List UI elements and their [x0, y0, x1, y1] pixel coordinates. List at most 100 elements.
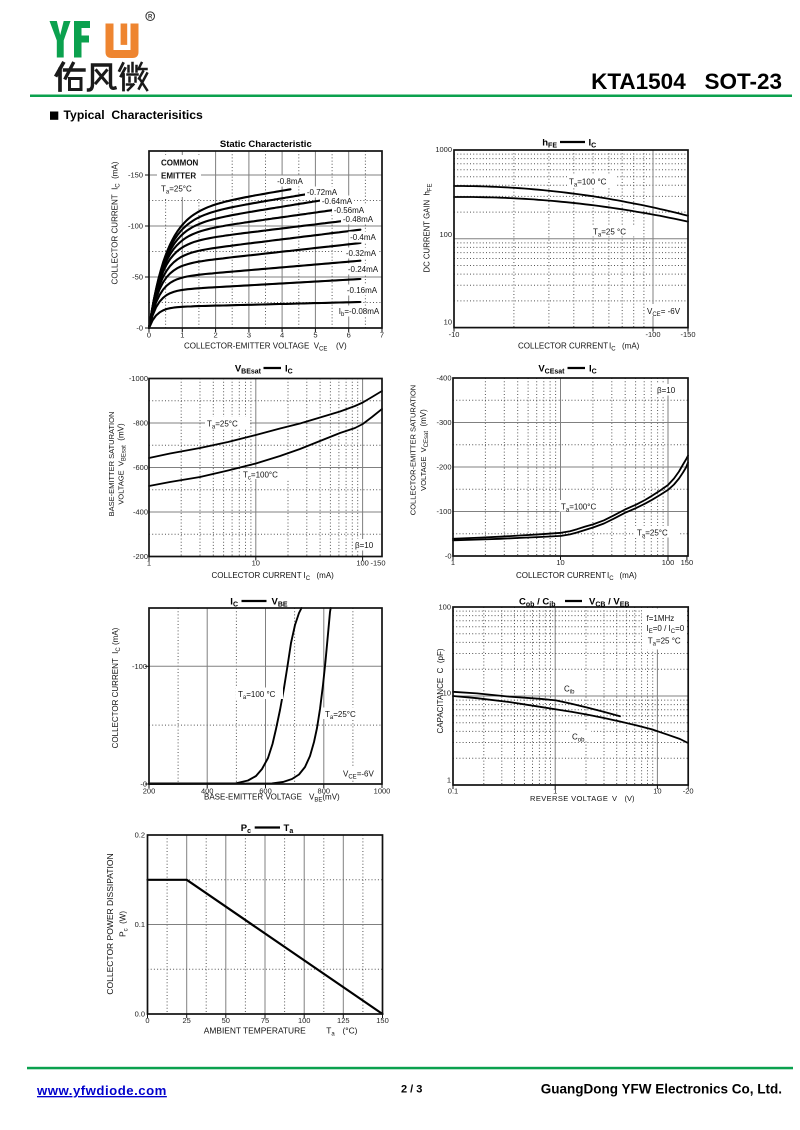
- svg-text:-150: -150: [370, 559, 385, 568]
- svg-text:-0: -0: [140, 780, 147, 789]
- svg-text:-20: -20: [683, 787, 694, 796]
- svg-text:Ta=100 °C: Ta=100 °C: [238, 690, 276, 701]
- svg-text:-100: -100: [436, 507, 451, 516]
- svg-text:25: 25: [183, 1016, 191, 1025]
- svg-text:0.1: 0.1: [448, 787, 458, 796]
- svg-text:1: 1: [447, 776, 451, 785]
- svg-text:COLLECTOR CURRENT: COLLECTOR CURRENT: [212, 571, 302, 580]
- svg-text:Ta=100°C: Ta=100°C: [561, 502, 596, 513]
- svg-text:1: 1: [553, 787, 557, 796]
- svg-text:IE=0 / IC=0: IE=0 / IC=0: [647, 624, 685, 635]
- svg-text:100: 100: [439, 230, 452, 239]
- svg-text:-150: -150: [680, 330, 695, 339]
- svg-text:-800: -800: [133, 419, 148, 428]
- svg-text:β=10: β=10: [657, 386, 676, 395]
- svg-text:7: 7: [380, 331, 384, 340]
- svg-text:BASE-EMITTER SATURATION: BASE-EMITTER SATURATION: [107, 412, 116, 517]
- svg-text:6: 6: [347, 331, 351, 340]
- svg-text:100: 100: [356, 559, 369, 568]
- svg-text:VCE= -6V: VCE= -6V: [647, 307, 681, 318]
- svg-text:IC​: IC​: [285, 363, 293, 375]
- svg-text:125: 125: [337, 1016, 350, 1025]
- svg-text:2 / 3: 2 / 3: [401, 1084, 422, 1096]
- svg-text:10: 10: [653, 787, 661, 796]
- svg-text:IC​: IC​: [609, 342, 616, 353]
- svg-text:V: V: [612, 794, 617, 803]
- svg-text:3: 3: [247, 331, 251, 340]
- svg-text:KTA1504 SOT-23: KTA1504 SOT-23: [591, 69, 782, 94]
- svg-text:75: 75: [261, 1016, 269, 1025]
- svg-text:10: 10: [252, 559, 260, 568]
- svg-text:DC CURRENT GAIN hFE: DC CURRENT GAIN hFE: [423, 184, 434, 273]
- svg-text:4: 4: [280, 331, 284, 340]
- svg-text:β=10: β=10: [355, 541, 374, 550]
- svg-text:VOLTAGE VCEsat (mV): VOLTAGE VCEsat (mV): [419, 409, 430, 491]
- svg-text:5: 5: [313, 331, 317, 340]
- svg-text:Ta=25°C: Ta=25°C: [637, 528, 668, 539]
- svg-text:50: 50: [222, 1016, 230, 1025]
- svg-text:-200: -200: [133, 552, 148, 561]
- svg-text:Cob​: Cob​: [572, 732, 585, 743]
- svg-text:10: 10: [443, 689, 451, 698]
- svg-text:Ta=25°C: Ta=25°C: [207, 419, 238, 430]
- svg-text:EMITTER: EMITTER: [161, 172, 196, 181]
- svg-text:Pc​: Pc​: [241, 823, 251, 835]
- svg-text:1000: 1000: [435, 145, 452, 154]
- svg-text:(V): (V): [625, 794, 636, 803]
- svg-text:600: 600: [259, 787, 272, 796]
- svg-text:IC​: IC​: [607, 571, 614, 582]
- svg-text:1: 1: [180, 331, 184, 340]
- svg-text:COLLECTOR POWER DISSIPATION: COLLECTOR POWER DISSIPATION: [105, 853, 115, 994]
- svg-text:IC​: IC​: [589, 363, 597, 375]
- svg-text:(V): (V): [336, 342, 347, 351]
- svg-text:-0.56mA: -0.56mA: [334, 206, 365, 215]
- svg-text:-0.16mA: -0.16mA: [347, 286, 378, 295]
- svg-text:Ta​: Ta​: [284, 823, 294, 835]
- svg-text:1: 1: [147, 559, 151, 568]
- svg-text:IC​: IC​: [589, 138, 597, 150]
- svg-text:-400: -400: [436, 374, 451, 383]
- svg-text:-0.4mA: -0.4mA: [350, 233, 376, 242]
- svg-text:VCE=-6V: VCE=-6V: [343, 770, 374, 781]
- svg-text:100: 100: [298, 1016, 311, 1025]
- svg-text:AMBIENT TEMPERATURE: AMBIENT TEMPERATURE: [204, 1026, 306, 1036]
- svg-text:Ta=100 °C: Ta=100 °C: [569, 178, 607, 189]
- svg-text:-100: -100: [645, 330, 660, 339]
- svg-text:-0.48mA: -0.48mA: [343, 215, 374, 224]
- svg-text:0.0: 0.0: [135, 1010, 145, 1019]
- svg-text:VCB / VEB​: VCB / VEB​: [589, 597, 629, 609]
- svg-text:-400: -400: [133, 508, 148, 517]
- svg-text:0.1: 0.1: [135, 920, 145, 929]
- svg-text:800: 800: [318, 787, 331, 796]
- svg-text:COLLECTOR CURRENT IC (mA): COLLECTOR CURRENT IC (mA): [111, 161, 122, 284]
- svg-text:-100: -100: [132, 662, 147, 671]
- svg-text:Ta​: Ta​: [326, 1026, 335, 1038]
- svg-text:Ta=25°C: Ta=25°C: [325, 710, 356, 721]
- svg-text:2: 2: [214, 331, 218, 340]
- svg-text:-0: -0: [445, 552, 452, 561]
- svg-text:0: 0: [145, 1016, 149, 1025]
- svg-text:-0.24mA: -0.24mA: [348, 265, 379, 274]
- svg-text:(mA): (mA): [317, 571, 335, 580]
- svg-text:COLLECTOR CURRENT IC (mA): COLLECTOR CURRENT IC (mA): [111, 627, 122, 748]
- svg-text:0.2: 0.2: [135, 831, 145, 840]
- svg-text:-0.72mA: -0.72mA: [307, 188, 338, 197]
- svg-text:VOLTAGE VBEsat (mV): VOLTAGE VBEsat (mV): [117, 423, 128, 505]
- svg-text:-0.8mA: -0.8mA: [277, 177, 303, 186]
- svg-text:-600: -600: [133, 463, 148, 472]
- svg-text:Cib​: Cib​: [564, 684, 575, 695]
- svg-text:0: 0: [147, 331, 151, 340]
- svg-text:150: 150: [376, 1016, 389, 1025]
- svg-text:COLLECTOR CURRENT: COLLECTOR CURRENT: [516, 571, 606, 580]
- svg-text:Ta=25 °C: Ta=25 °C: [593, 228, 626, 239]
- svg-text:COLLECTOR CURRENT: COLLECTOR CURRENT: [518, 342, 608, 351]
- svg-text:Static Characteristic: Static Characteristic: [220, 139, 312, 150]
- svg-text:CAPACITANCE C (pF): CAPACITANCE C (pF): [436, 648, 445, 733]
- svg-text:VBE(mV): VBE(mV): [309, 793, 340, 804]
- svg-text:Tc=100°C: Tc=100°C: [243, 470, 278, 481]
- svg-text:-0.64mA: -0.64mA: [322, 197, 353, 206]
- svg-text:VCEsat​: VCEsat​: [538, 363, 565, 375]
- svg-text:100: 100: [438, 603, 451, 612]
- svg-text:-100: -100: [128, 222, 143, 231]
- svg-text:f=1MHz: f=1MHz: [647, 614, 675, 623]
